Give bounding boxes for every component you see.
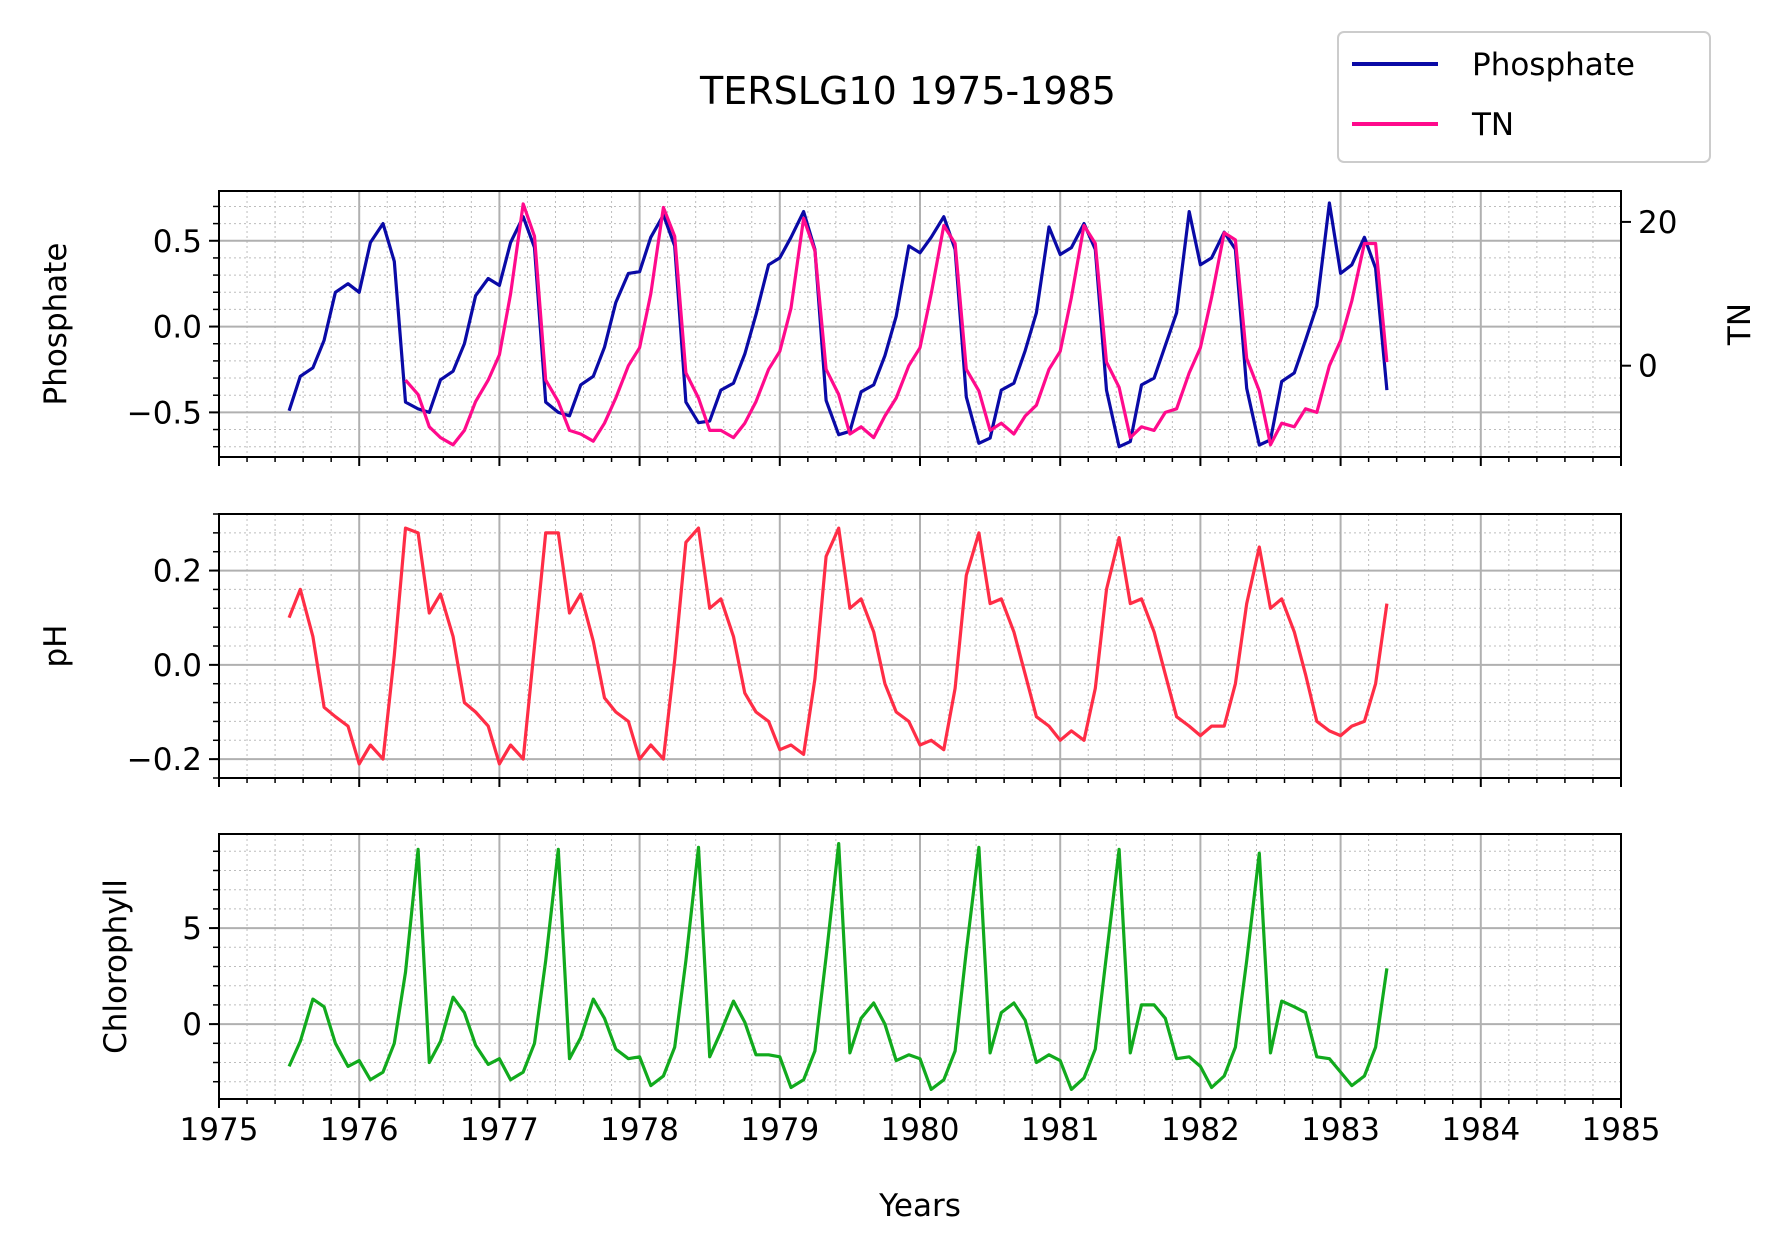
- x-tick-label: 1979: [740, 1112, 819, 1148]
- x-tick-label: 1984: [1441, 1112, 1520, 1148]
- right-y-tick-label: 0: [1638, 349, 1658, 385]
- panel-frame: [218, 513, 1622, 779]
- x-tick-label: 1976: [320, 1112, 399, 1148]
- series-line-phosphate: [287, 201, 1389, 449]
- panel-1: −0.2 0.0 0.2 pH: [38, 513, 1622, 787]
- legend-label-tn: TN: [1471, 107, 1514, 143]
- x-axis-label: Years: [878, 1188, 961, 1224]
- y-tick-label: 0.0: [153, 648, 202, 684]
- legend-label-phosphate: Phosphate: [1472, 47, 1635, 83]
- y-axis-label-tn: TN: [1722, 303, 1758, 346]
- panel-0: −0.5 0.0 0.5 Phosphate 0 20 TN: [38, 190, 1758, 466]
- y-axis-label-ph: pH: [38, 625, 74, 668]
- x-tick-label: 1975: [180, 1112, 259, 1148]
- chart-panels: −0.5 0.0 0.5 Phosphate 0 20 TN −0.2 0.0 0.2 pH 0 5 Ch…: [38, 190, 1758, 1148]
- right-y-tick-label: 20: [1638, 205, 1677, 241]
- y-tick-label: 0: [182, 1007, 202, 1043]
- x-tick-label: 1983: [1301, 1112, 1380, 1148]
- y-tick-label: 0.5: [153, 224, 202, 260]
- series-line-chlorophyll: [287, 841, 1389, 1092]
- x-tick-label: 1978: [600, 1112, 679, 1148]
- chart-title: TERSLG10 1975-1985: [699, 69, 1116, 113]
- y-axis-label-chlorophyll: Chlorophyll: [98, 879, 134, 1054]
- y-axis-label-phosphate: Phosphate: [38, 242, 74, 405]
- y-tick-label: 5: [182, 911, 202, 947]
- panel-frame: [218, 190, 1622, 458]
- y-tick-label: −0.5: [127, 395, 202, 431]
- series-line-ph: [287, 526, 1389, 766]
- x-tick-label: 1980: [881, 1112, 960, 1148]
- y-tick-label: 0.0: [153, 310, 202, 346]
- panel-frame: [218, 833, 1622, 1100]
- panel-2: 0 5 Chlorophyll: [98, 833, 1622, 1108]
- x-tick-label: 1981: [1021, 1112, 1100, 1148]
- x-tick-label: 1985: [1582, 1112, 1661, 1148]
- y-tick-label: −0.2: [127, 742, 202, 778]
- y-tick-label: 0.2: [153, 554, 202, 590]
- x-tick-label: 1982: [1161, 1112, 1240, 1148]
- legend: Phosphate TN: [1337, 31, 1711, 163]
- series-line-tn: [404, 202, 1389, 447]
- x-tick-label: 1977: [460, 1112, 539, 1148]
